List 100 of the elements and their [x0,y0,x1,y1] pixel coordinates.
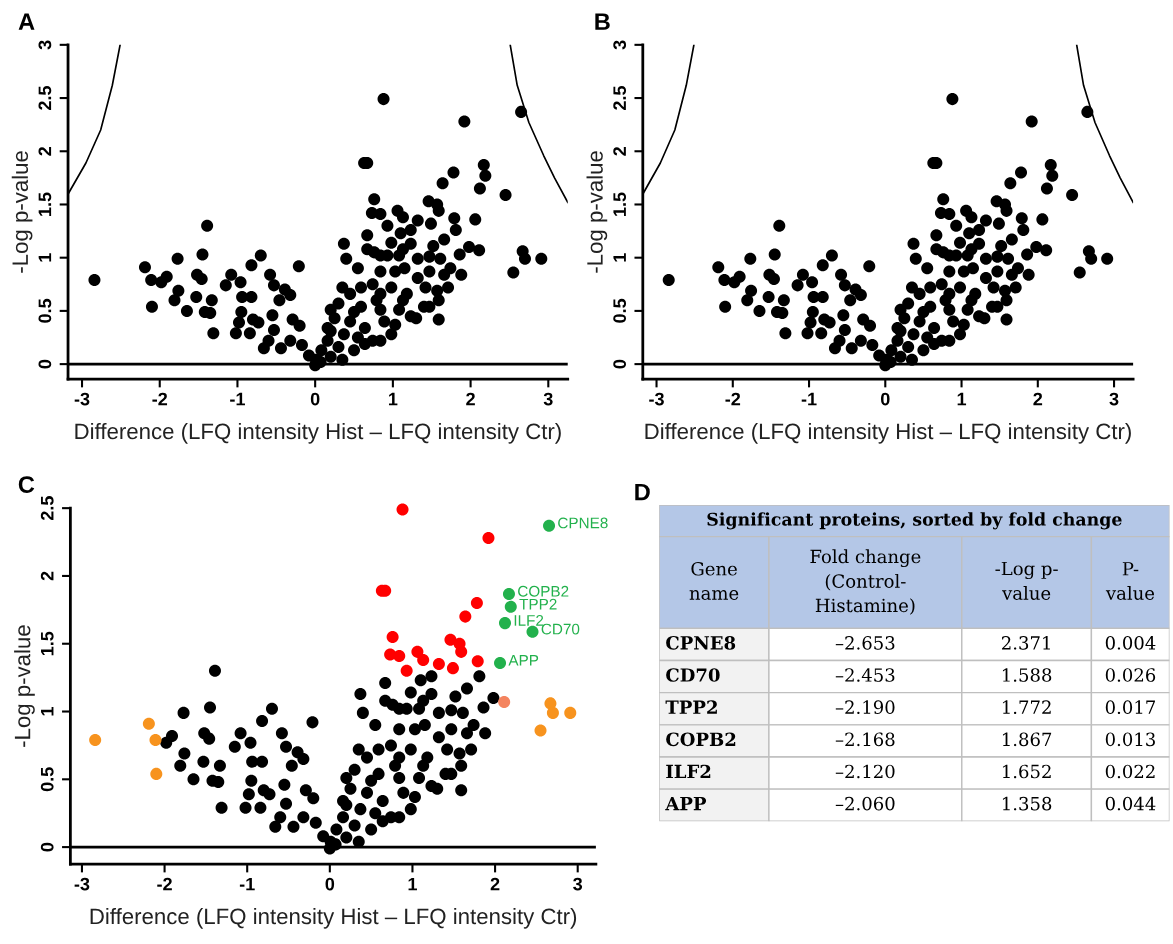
text: 1.358 [1002,796,1052,811]
y-tick-label: 1 [613,253,626,262]
point [436,177,449,190]
y-tick-label: 2.5 [40,496,54,521]
point [377,93,390,106]
chart-title: B [595,13,610,30]
text: 1.867 [1002,732,1052,747]
x-tick-label: 0 [325,877,335,891]
x-tick-label: 2 [466,392,475,406]
text: –2.653 [835,636,895,650]
annotation: CD70 [541,623,580,635]
y-tick-label: 3 [38,40,52,50]
chart-title: C [18,476,35,493]
x-tick-label: -3 [74,392,90,406]
y-tick-label: 2 [38,146,52,156]
point [712,261,725,274]
point [543,519,556,532]
point [446,662,459,675]
x-tick-label: 1 [388,392,398,406]
point [479,169,492,182]
point [662,274,675,287]
point [473,182,486,195]
y-tick-label: 1 [41,707,54,716]
y-tick-label: 3 [613,40,627,50]
point [455,645,468,658]
text: –2.060 [835,796,895,811]
point [417,653,430,667]
x-tick-label: -2 [152,392,168,406]
category-label: APP [665,797,707,811]
point [396,211,409,224]
category-label: COPB2 [666,732,736,747]
x-tick-label: 1 [408,877,417,891]
category-label: P- value [1105,562,1155,600]
point [469,213,482,226]
line-series [509,44,568,204]
point [1015,212,1028,225]
y-tick-label: 0 [613,359,627,369]
text: Significant proteins, sorted by fold change [707,512,1122,530]
point [546,706,559,719]
text: –2.168 [835,732,895,747]
point [149,733,162,746]
point [564,706,577,719]
point [482,531,495,544]
category-label: -Log p- value [995,561,1058,600]
point [473,244,486,257]
y-tick-label: 0.5 [38,298,52,323]
point [459,610,472,623]
text: 1.772 [1002,700,1051,714]
point [1004,177,1017,190]
point [386,630,399,643]
point [937,193,950,206]
point [470,597,483,610]
point [719,300,732,313]
point [393,649,406,662]
chart-title: A [18,13,35,30]
point [374,208,387,221]
x-tick-label: 3 [1109,392,1119,406]
line-series [1075,44,1134,204]
point [1081,105,1094,118]
point [142,717,155,730]
category-label: TPP2 [665,700,717,714]
point [368,193,381,206]
text: D [635,483,650,501]
point [1040,182,1053,195]
x-tick-label: -1 [239,877,255,891]
x-tick-label: -3 [74,877,90,891]
y-tick-label: 2.5 [613,86,627,110]
x-tick-label: -2 [725,392,741,406]
text: 1.652 [1002,764,1051,779]
point [145,274,158,287]
x-tick-label: -1 [230,392,245,406]
x-tick-label: -2 [157,877,172,891]
y-tick-label: 2 [613,146,626,156]
point [534,724,547,737]
x-tick-label: 3 [543,392,553,406]
point [946,93,959,106]
y-tick-label: 0 [40,842,54,852]
x-tick-label: 2 [490,877,500,891]
point [515,105,528,118]
point [458,115,471,128]
annotation: ILF2 [514,615,544,626]
point [1101,252,1114,265]
point [507,266,520,279]
y-tick-label: 0 [38,359,52,369]
text: 0.026 [1105,668,1156,682]
y-tick-label: 0.5 [40,767,54,792]
point [535,252,548,265]
x-axis-title: Difference (LFQ intensity Hist – LFQ intensity Ctr) [645,422,1131,444]
point [518,252,531,265]
x-tick-label: -1 [801,392,817,406]
text: –2.120 [835,764,895,779]
y-axis-title: -Log p-value [11,151,33,273]
y-axis-title: -Log p-value [586,151,608,273]
point [1025,115,1038,128]
point [1046,169,1059,182]
annotation: CPNE8 [558,517,608,529]
point [504,600,517,613]
x-tick-label: 0 [880,392,890,406]
point [88,274,101,287]
point [1040,244,1053,257]
